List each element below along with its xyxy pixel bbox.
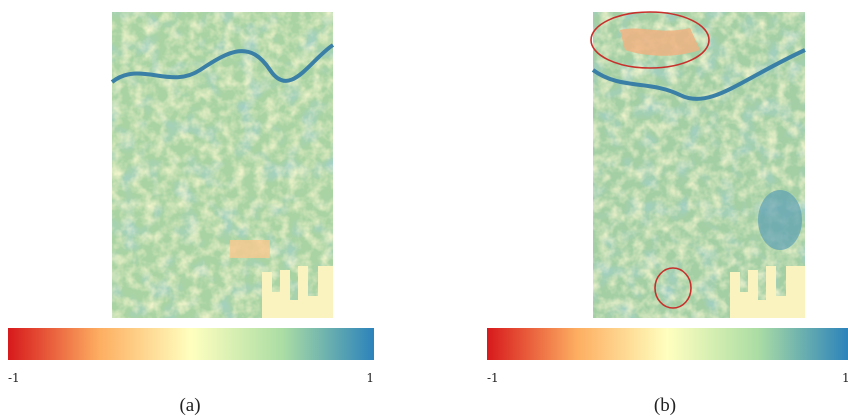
colorbar-max: 1: [366, 371, 374, 385]
map-a: [110, 12, 335, 318]
panel-label: (a): [179, 395, 200, 416]
colorbar-min: -1: [487, 371, 499, 385]
map-b: [590, 11, 806, 318]
colorbar-b: [487, 328, 848, 360]
colorbar-max: 1: [842, 371, 848, 385]
colorbar-a: [8, 328, 374, 360]
panel-label: (b): [654, 395, 676, 416]
colorbar-min: -1: [8, 371, 20, 385]
